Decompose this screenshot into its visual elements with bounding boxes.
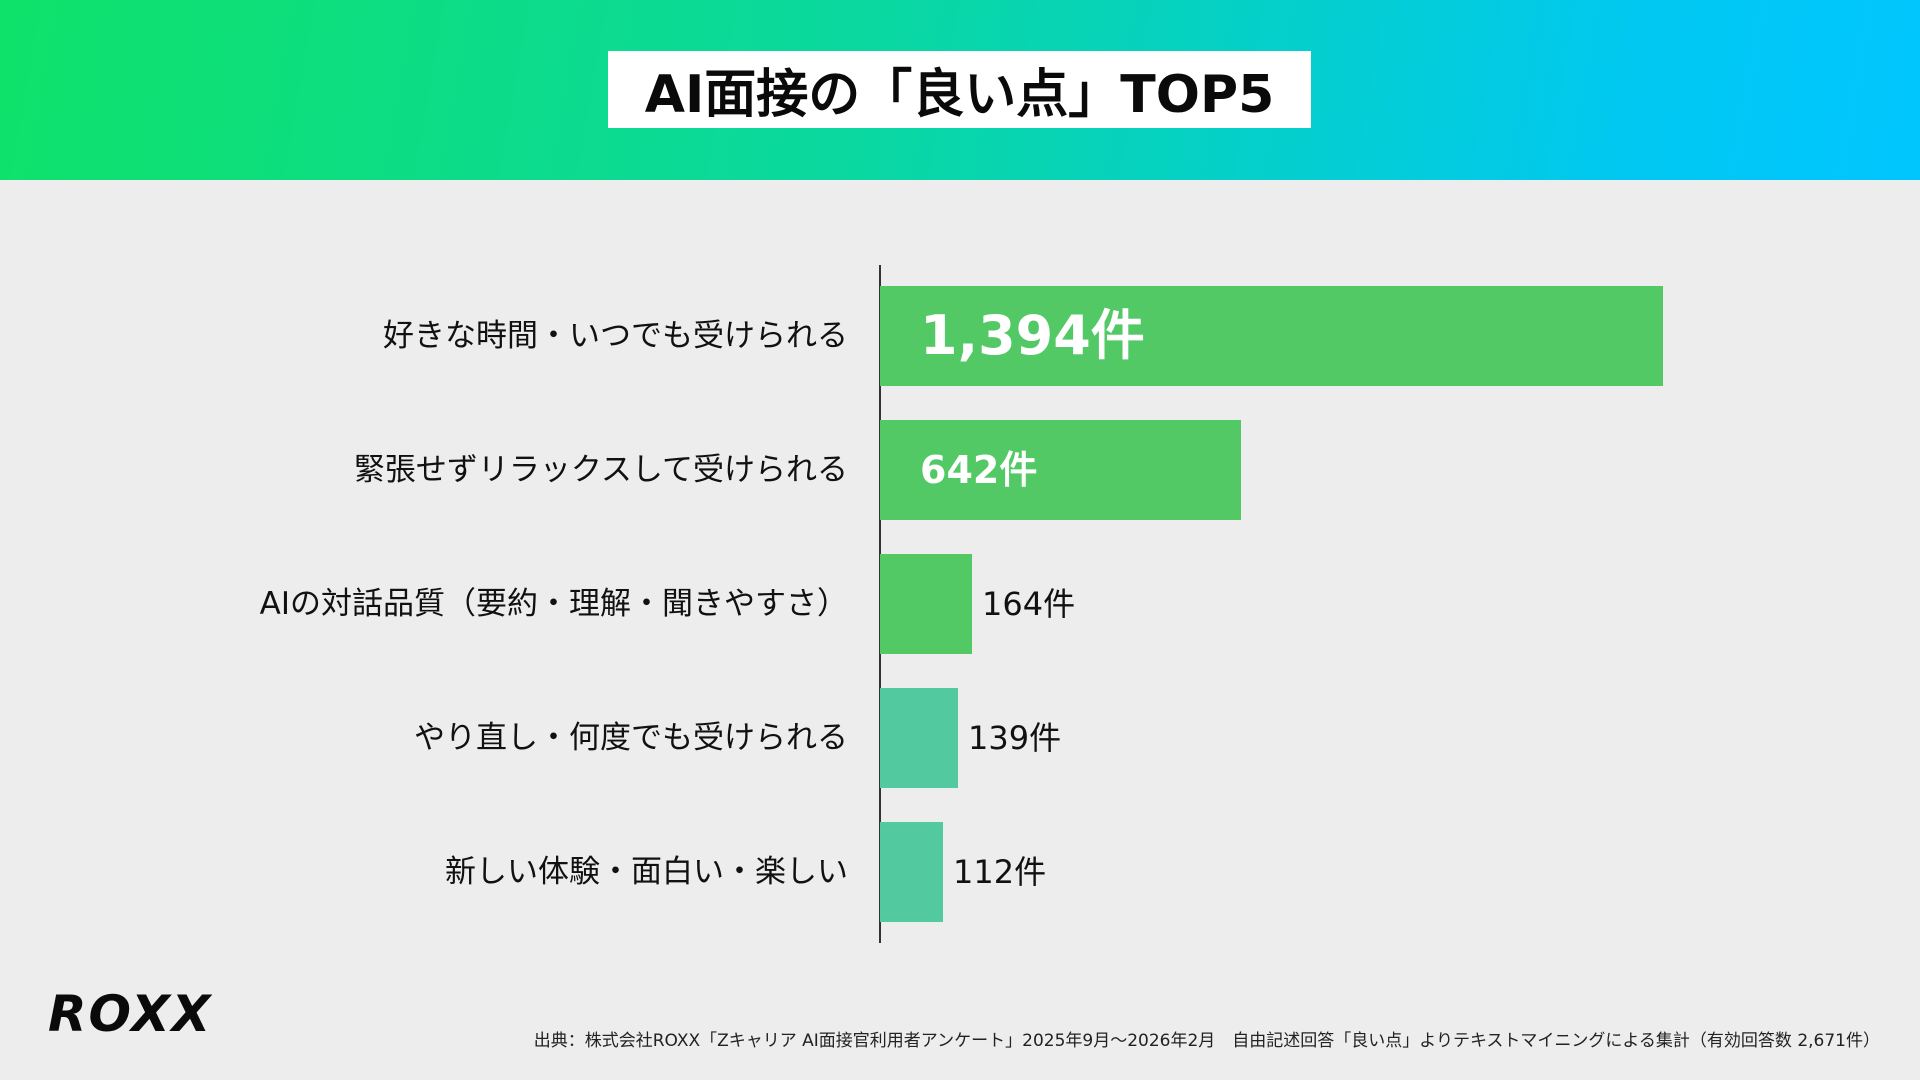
- title-box: AI面接の「良い点」TOP5: [608, 51, 1311, 128]
- page-title: AI面接の「良い点」TOP5: [644, 65, 1275, 125]
- category-label: やり直し・何度でも受けられる: [414, 720, 848, 756]
- value-label: 1,394件: [920, 304, 1145, 367]
- value-label: 112件: [953, 853, 1047, 891]
- source-note: 出典：株式会社ROXX「Zキャリア AI面接官利用者アンケート」2025年9月〜…: [533, 1031, 1880, 1051]
- header-banner: AI面接の「良い点」TOP5: [0, 0, 1920, 180]
- value-label: 139件: [968, 719, 1062, 757]
- category-label: 緊張せずリラックスして受けられる: [353, 452, 848, 488]
- roxx-logo: ROXX: [48, 985, 213, 1043]
- bar: [880, 554, 972, 654]
- bar: [880, 286, 1663, 386]
- value-label: 164件: [982, 585, 1076, 623]
- category-label: AIの対話品質（要約・理解・聞きやすさ）: [259, 586, 848, 622]
- value-label: 642件: [920, 448, 1038, 492]
- bar: [880, 420, 1241, 520]
- bar: [880, 822, 943, 922]
- category-label: 好きな時間・いつでも受けられる: [383, 318, 848, 354]
- bar: [880, 688, 958, 788]
- category-label: 新しい体験・面白い・楽しい: [445, 854, 848, 890]
